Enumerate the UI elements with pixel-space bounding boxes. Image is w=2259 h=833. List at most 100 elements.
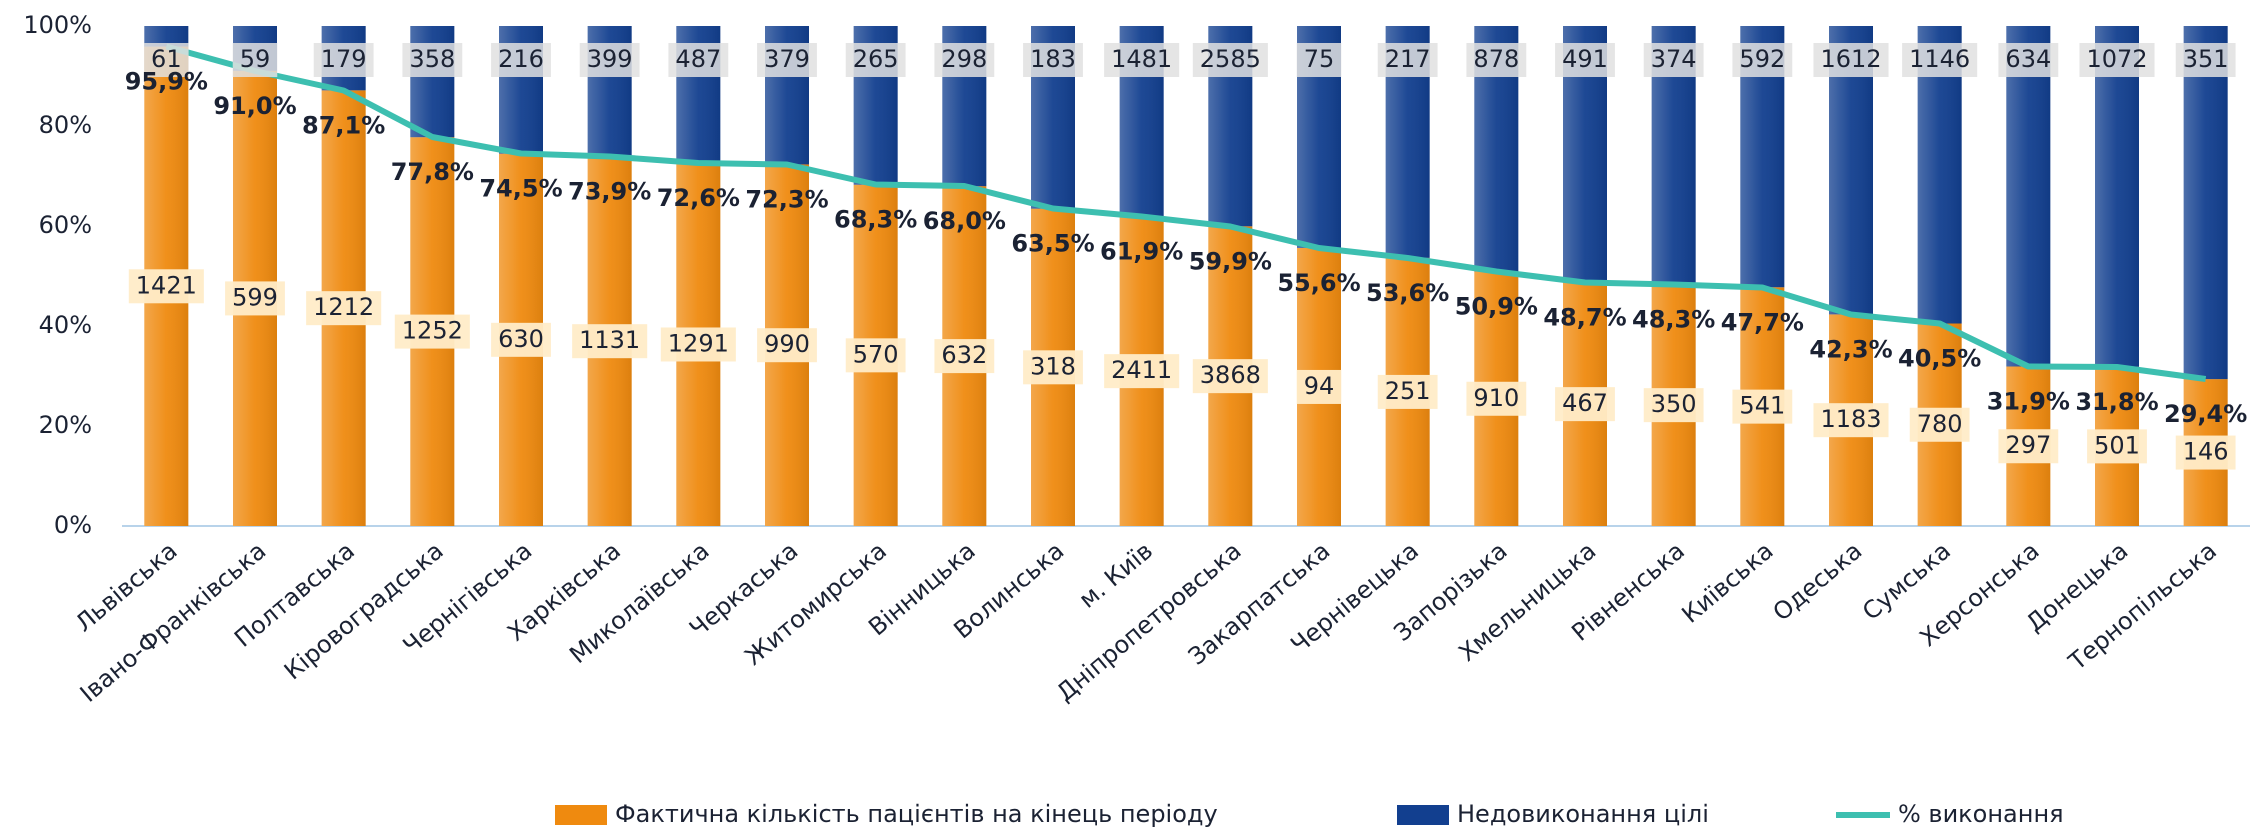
bar-shine: [2183, 26, 2228, 380]
line-label: 29,4%: [2164, 400, 2247, 428]
data-label-group: 1291: [660, 327, 736, 362]
y-tick-label: 60%: [39, 211, 92, 239]
data-label: 910: [1473, 384, 1519, 412]
data-label-bg: [394, 314, 470, 349]
data-label-bg: [1555, 387, 1615, 422]
data-label: 1481: [1111, 45, 1172, 73]
data-label-group: 630: [491, 322, 551, 357]
data-label: 179: [321, 45, 367, 73]
data-label: 541: [1739, 392, 1785, 420]
data-label-group: 1072: [2079, 43, 2155, 77]
data-label-group: 491: [1555, 43, 1615, 77]
data-label: 251: [1385, 377, 1431, 405]
data-label-bg: [1104, 43, 1180, 77]
data-label-bg: [757, 43, 817, 77]
legend-swatch: [555, 805, 607, 825]
data-label: 399: [587, 45, 633, 73]
data-label: 2585: [1200, 45, 1261, 73]
data-label-group: 251: [1377, 374, 1438, 409]
data-label-bg: [313, 43, 374, 77]
data-label-bg: [1296, 43, 1342, 77]
data-label: 2411: [1111, 356, 1172, 384]
data-label-bg: [1192, 359, 1268, 394]
line-label: 47,7%: [1721, 309, 1804, 337]
bar-shine: [2006, 26, 2051, 367]
data-label: 592: [1739, 45, 1785, 73]
data-label-group: 467: [1555, 387, 1615, 422]
data-label-bg: [2175, 435, 2236, 470]
data-label: 75: [1304, 45, 1335, 73]
line-label: 68,3%: [834, 206, 917, 234]
data-label: 379: [764, 45, 810, 73]
data-label-group: 94: [1296, 369, 1342, 404]
data-label-bg: [2175, 43, 2236, 77]
data-label-bg: [491, 322, 551, 357]
line-label: 59,9%: [1189, 248, 1272, 276]
data-label: 183: [1030, 45, 1076, 73]
line-label: 87,1%: [302, 112, 385, 140]
data-label: 1212: [313, 293, 374, 321]
data-label: 374: [1651, 45, 1697, 73]
data-label: 265: [853, 45, 899, 73]
line-label: 61,9%: [1100, 238, 1183, 266]
data-label-group: 59: [232, 43, 278, 77]
legend-label: Фактична кількість пацієнтів на кінець п…: [615, 800, 1218, 828]
data-label-group: 541: [1732, 389, 1793, 424]
data-label: 570: [853, 340, 899, 368]
data-label: 298: [941, 45, 987, 73]
data-label-group: 990: [757, 328, 817, 363]
data-label: 1146: [1909, 45, 1970, 73]
data-label-bg: [1377, 43, 1438, 77]
y-tick-label: 100%: [23, 11, 92, 39]
line-label: 77,8%: [391, 158, 474, 186]
line-label: 95,9%: [125, 68, 208, 96]
data-label-group: 146: [2175, 435, 2236, 470]
data-label-bg: [1998, 429, 2059, 464]
data-label-bg: [1732, 389, 1793, 424]
data-label: 780: [1917, 410, 1963, 438]
data-label: 146: [2183, 438, 2229, 466]
data-label-group: 399: [579, 43, 640, 77]
line-label: 91,0%: [213, 92, 296, 120]
data-label: 59: [240, 45, 271, 73]
line-label: 73,9%: [568, 178, 651, 206]
line-label: 74,5%: [479, 175, 562, 203]
data-label-bg: [845, 43, 906, 77]
line-label: 50,9%: [1455, 293, 1538, 321]
data-label-group: 3868: [1192, 359, 1268, 394]
x-tick-label: Тернопільська: [2063, 537, 2222, 677]
legend-swatch: [1397, 805, 1449, 825]
data-label-group: 298: [934, 43, 995, 77]
data-label-bg: [491, 43, 551, 77]
data-label-bg: [757, 328, 817, 363]
data-label-bg: [579, 43, 640, 77]
data-label-group: 780: [1909, 407, 1970, 442]
data-label: 216: [498, 45, 544, 73]
data-label-group: 632: [934, 339, 995, 374]
data-label-group: 570: [845, 338, 906, 373]
data-label: 318: [1030, 352, 1076, 380]
line-label: 40,5%: [1898, 345, 1981, 373]
data-label-group: 61: [144, 43, 189, 77]
data-label-bg: [660, 327, 736, 362]
data-label: 878: [1473, 45, 1519, 73]
data-label-group: 183: [1023, 43, 1083, 77]
data-label-group: 501: [2087, 429, 2147, 464]
data-label-group: 1481: [1104, 43, 1180, 77]
data-label-group: 1183: [1813, 403, 1889, 438]
x-tick-label: м. Київ: [1074, 537, 1159, 614]
data-label-bg: [1555, 43, 1615, 77]
data-label-bg: [1998, 43, 2059, 77]
line-label: 31,9%: [1987, 388, 2070, 416]
data-label: 630: [498, 325, 544, 353]
line-label: 53,6%: [1366, 279, 1449, 307]
data-label: 1612: [1820, 45, 1881, 73]
data-label-group: 75: [1296, 43, 1342, 77]
data-label-group: 487: [668, 43, 729, 77]
data-label: 61: [151, 45, 182, 73]
y-tick-label: 20%: [39, 411, 92, 439]
data-label-group: 1252: [394, 314, 470, 349]
data-label-group: 1212: [306, 291, 382, 326]
data-label-bg: [2087, 429, 2147, 464]
bar-shine: [144, 26, 189, 47]
